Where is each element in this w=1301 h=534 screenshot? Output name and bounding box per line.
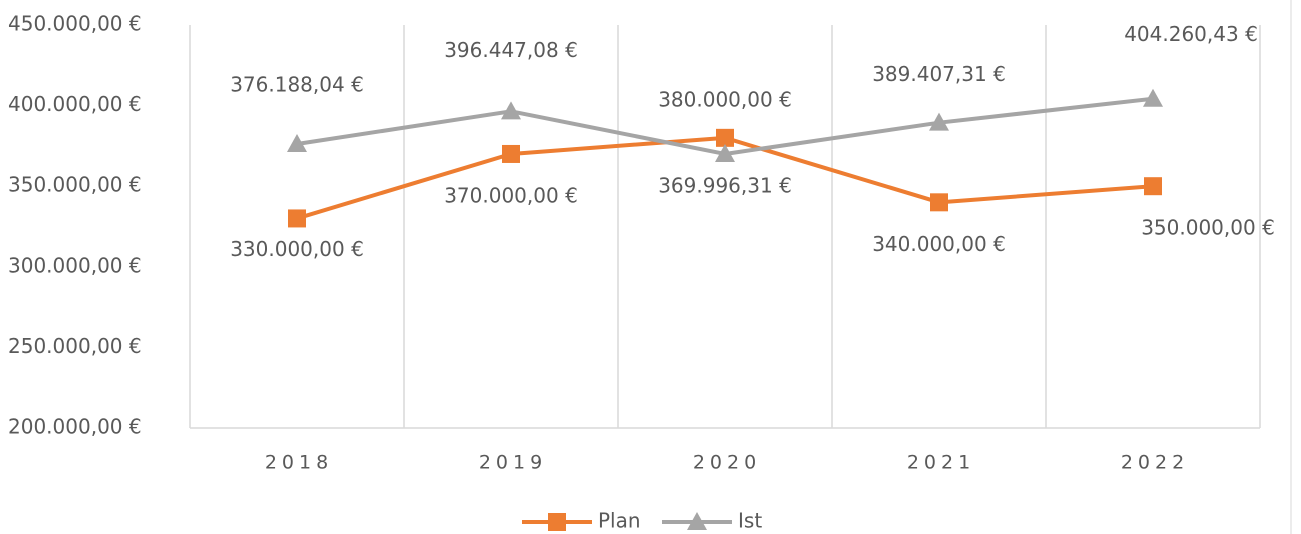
legend-label: Plan xyxy=(598,509,641,533)
x-tick-label: 2019 xyxy=(479,452,547,474)
y-tick-label: 450.000,00 € xyxy=(8,12,142,36)
point-marker xyxy=(501,101,521,120)
y-tick-label: 400.000,00 € xyxy=(8,92,142,116)
point-marker xyxy=(929,112,949,131)
point-marker xyxy=(287,133,307,152)
data-label: 350.000,00 € xyxy=(1141,216,1275,240)
y-tick-label: 300.000,00 € xyxy=(8,253,142,277)
data-label: 370.000,00 € xyxy=(444,183,578,207)
data-label: 404.260,43 € xyxy=(1124,22,1258,46)
data-label: 340.000,00 € xyxy=(872,232,1006,256)
point-marker xyxy=(502,144,520,163)
data-label: 376.188,04 € xyxy=(230,72,364,96)
x-tick-label: 2018 xyxy=(265,452,333,474)
point-marker xyxy=(1144,177,1162,196)
point-marker xyxy=(930,193,948,212)
point-marker xyxy=(716,128,734,147)
data-label: 396.447,08 € xyxy=(444,38,578,62)
y-tick-label: 350.000,00 € xyxy=(8,173,142,197)
legend-marker xyxy=(687,512,707,530)
data-label: 389.407,31 € xyxy=(872,62,1006,86)
y-tick-label: 250.000,00 € xyxy=(8,334,142,358)
point-marker xyxy=(715,143,735,162)
legend-label: Ist xyxy=(738,509,762,533)
legend-marker xyxy=(548,513,566,531)
point-marker xyxy=(288,209,306,228)
data-label: 369.996,31 € xyxy=(658,173,792,197)
data-label: 330.000,00 € xyxy=(230,237,364,261)
point-marker xyxy=(1143,88,1163,107)
x-tick-label: 2022 xyxy=(1121,452,1189,474)
x-tick-label: 2020 xyxy=(693,452,761,474)
y-tick-label: 200.000,00 € xyxy=(8,415,142,439)
data-label: 380.000,00 € xyxy=(658,87,792,111)
x-tick-label: 2021 xyxy=(907,452,975,474)
